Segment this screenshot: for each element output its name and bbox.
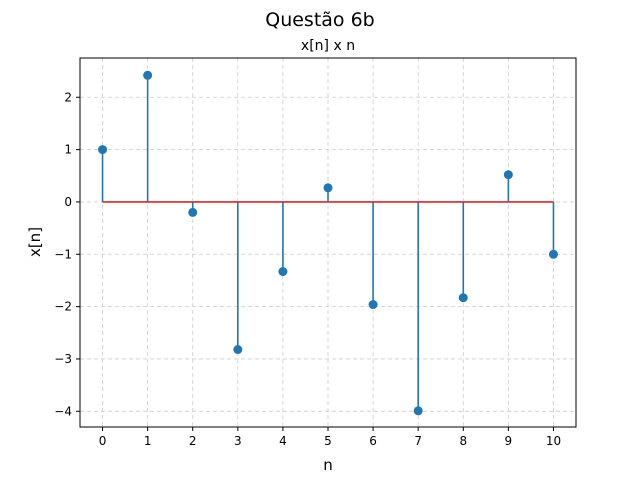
x-tick-label: 6 [369, 434, 377, 448]
y-tick-label: 2 [64, 90, 72, 104]
x-tick-label: 5 [324, 434, 332, 448]
stem-marker [548, 249, 558, 259]
y-tick-label: −3 [54, 352, 72, 366]
x-tick-label: 1 [144, 434, 152, 448]
y-tick-label: 1 [64, 143, 72, 157]
stem-marker [233, 345, 243, 355]
stem-marker [368, 300, 378, 310]
x-ticks: 0 1 2 3 4 5 6 7 8 9 10 [99, 427, 561, 448]
x-tick-label: 9 [505, 434, 513, 448]
stem-marker [413, 406, 423, 416]
y-tick-label: −2 [54, 300, 72, 314]
y-ticks: 2 1 0 −1 −2 −3 −4 [54, 90, 80, 418]
grid-lines [80, 58, 576, 427]
y-tick-label: 0 [64, 195, 72, 209]
stem-marker [278, 267, 288, 277]
x-tick-label: 0 [99, 434, 107, 448]
x-tick-label: 8 [459, 434, 467, 448]
stem-marker [503, 170, 513, 180]
x-tick-label: 7 [414, 434, 422, 448]
x-tick-label: 2 [189, 434, 197, 448]
y-tick-label: −4 [54, 404, 72, 418]
x-tick-label: 10 [546, 434, 561, 448]
stem-marker [458, 293, 468, 303]
x-axis-label: n [323, 456, 333, 474]
stem-marker [143, 70, 153, 80]
x-tick-label: 3 [234, 434, 242, 448]
x-tick-label: 4 [279, 434, 287, 448]
y-axis-label: x[n] [26, 227, 44, 257]
chart-title: x[n] x n [301, 38, 355, 54]
stem-markers [98, 70, 558, 416]
chart-suptitle: Questão 6b [265, 9, 375, 31]
y-tick-label: −1 [54, 247, 72, 261]
stem-marker [98, 145, 108, 155]
stem-marker [188, 207, 198, 217]
stem-marker [323, 183, 333, 193]
